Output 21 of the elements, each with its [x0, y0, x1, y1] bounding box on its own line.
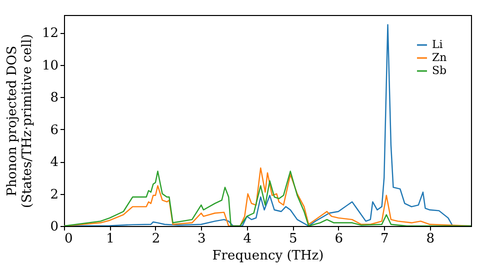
x-tick-label: 7 [380, 232, 389, 246]
y-axis-title: Phonon projected DOS (States/THz·primitive cell) [4, 34, 35, 208]
y-tick-label: 2 [50, 187, 58, 202]
legend-label: Zn [432, 51, 447, 64]
x-tick-label: 5 [289, 232, 298, 246]
x-axis-title: Frequency (THz) [212, 248, 324, 264]
x-tick-label: 0 [64, 232, 73, 246]
x-tick-label: 8 [426, 232, 434, 246]
y-tick-label: 10 [42, 58, 58, 74]
y-tick-label: 4 [50, 155, 58, 170]
x-tick-label: 2 [152, 232, 160, 246]
y-tick-label: 8 [50, 90, 58, 106]
x-tick-label: 6 [334, 232, 344, 246]
x-tick-label: 1 [106, 232, 114, 246]
x-tick-label: 4 [243, 232, 252, 246]
legend-label: Li [432, 38, 444, 51]
y-tick-label: 12 [42, 26, 58, 42]
y-tick-label: 0 [50, 220, 58, 234]
legend-label: Sb [432, 64, 447, 77]
y-tick-label: 6 [50, 122, 58, 138]
x-tick-label: 3 [198, 232, 206, 246]
